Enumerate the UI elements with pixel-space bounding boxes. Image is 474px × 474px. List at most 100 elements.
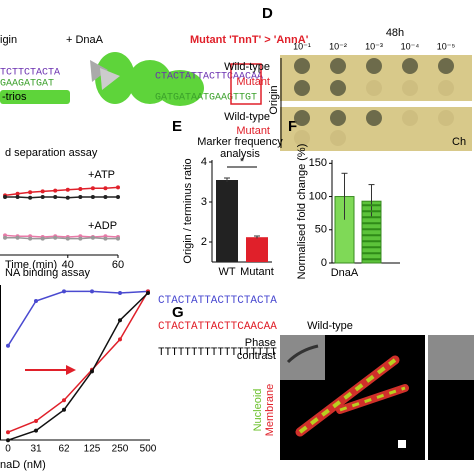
point [103, 236, 108, 241]
point [53, 195, 58, 199]
bar [216, 180, 238, 262]
chart-title: Marker frequency [197, 136, 283, 148]
point [90, 369, 94, 374]
colony-spot [330, 80, 346, 96]
point [118, 291, 122, 295]
point [6, 430, 10, 435]
x-tick-label: WT [218, 266, 235, 278]
point [90, 235, 95, 240]
point [62, 289, 66, 294]
sequence: GATGATAATGAAGTTGT [155, 93, 257, 104]
cell [286, 344, 319, 364]
y-tick-label: 3 [201, 196, 207, 208]
point [53, 235, 58, 240]
point [28, 195, 33, 200]
colony-spot [330, 58, 346, 74]
series-line [7, 290, 149, 347]
dilution-label: 10⁻³ [365, 41, 383, 51]
point [78, 195, 83, 199]
phase-label: Phase [245, 337, 276, 349]
y-axis-label: Origin / terminus ratio [182, 158, 194, 263]
highlight-box [230, 63, 262, 105]
point [62, 398, 66, 403]
phase-image [280, 335, 325, 380]
row-label: Mutant [236, 76, 270, 88]
point [103, 186, 108, 191]
colony-spot [366, 110, 382, 126]
series-line [7, 292, 149, 441]
sequence: CTACTATTACTTCTACTA [158, 295, 277, 307]
x-tick-label: 31 [30, 444, 42, 455]
row-label: Wild-type [224, 61, 270, 73]
panel-label: D [262, 5, 273, 22]
point [40, 195, 45, 199]
x-tick-label: 125 [84, 444, 101, 455]
x-tick-label: 60 [112, 259, 124, 271]
x-axis-label: Time (min) [5, 259, 57, 271]
chart-title: analysis [220, 148, 260, 160]
x-tick-label: 500 [140, 444, 157, 455]
series-line [5, 196, 118, 199]
point [28, 190, 33, 195]
x-tick-label: DnaA [331, 267, 359, 279]
point [116, 195, 120, 199]
point [3, 235, 8, 240]
phase-label: contrast [237, 350, 276, 362]
sequence: CTACTATTACTTCAACAA [155, 72, 263, 83]
colony-spot [402, 80, 418, 96]
origin-label: igin [0, 34, 17, 46]
row-label: Mutant [236, 125, 270, 137]
sequence: CTACTATTACTTCAACAA [158, 321, 277, 333]
colony-spot [402, 58, 418, 74]
y-tick-label: 50 [315, 224, 327, 236]
point [103, 195, 108, 199]
annotation: +ATP [88, 169, 115, 181]
series-line [4, 234, 119, 238]
point [90, 195, 95, 199]
micrograph [428, 380, 474, 460]
row-label: Wild-type [224, 111, 270, 123]
y-tick-label: 150 [309, 157, 327, 169]
point [116, 236, 120, 241]
point [90, 186, 95, 191]
x-tick-label: 62 [58, 444, 70, 455]
point [3, 195, 8, 199]
trios-label: -trios [2, 91, 27, 103]
point [116, 185, 120, 190]
dilution-label: 10⁻² [329, 41, 347, 51]
point [6, 438, 10, 443]
point [15, 195, 20, 199]
point [65, 236, 70, 241]
point [53, 188, 58, 193]
significance: * [240, 156, 245, 168]
point [40, 236, 45, 241]
arrow-head [66, 365, 76, 375]
dilution-label: 10⁻¹ [293, 41, 311, 51]
chart-title: d separation assay [5, 147, 98, 159]
point [90, 289, 94, 294]
membrane-label: Membrane [264, 384, 276, 437]
sequence: TCTTCTACTA [0, 68, 60, 79]
colony-spot [294, 80, 310, 96]
point [34, 419, 38, 423]
panel-label: G [172, 304, 184, 321]
x-tick-label: 250 [112, 444, 129, 455]
time-label: 48h [386, 27, 404, 39]
sequence: TTTTTTTTTTTTTTTTTT [158, 347, 277, 359]
series-line [4, 186, 119, 197]
point [118, 337, 122, 342]
x-tick-label: 0 [5, 444, 11, 455]
colony-spot [402, 110, 418, 126]
phase-image [428, 335, 474, 380]
panel-label: E [172, 118, 182, 135]
point [40, 189, 45, 194]
colony-spot [366, 80, 382, 96]
point [65, 187, 70, 192]
dnaa-diagram [90, 52, 204, 106]
colony-spot [438, 80, 454, 96]
colony-spot [294, 58, 310, 74]
cells [295, 355, 409, 448]
dnaa-label: + DnaA [66, 34, 104, 46]
colony-spot [330, 110, 346, 126]
